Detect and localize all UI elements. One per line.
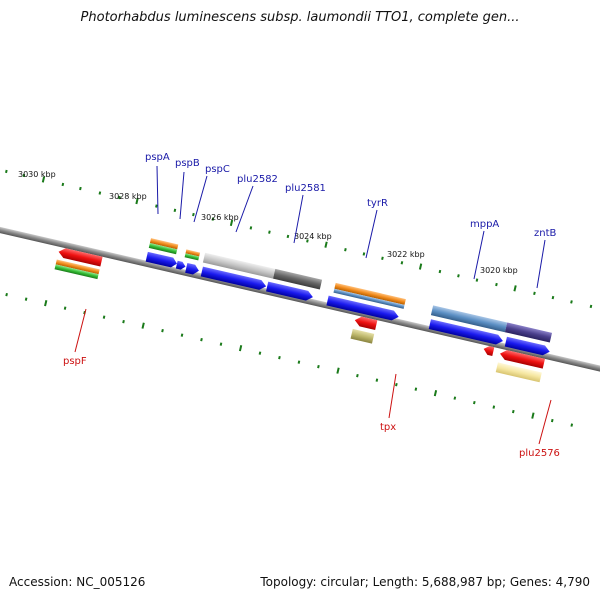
cog-block [495, 362, 542, 383]
forward-gene-labels: pspA pspB pspC plu2582 plu2581 tyrR mppA… [145, 152, 557, 289]
gene-label-zntB: zntB [534, 228, 557, 239]
cog-block [54, 264, 99, 280]
scale-label: 3028 kbp [109, 192, 147, 201]
cog-block [55, 259, 100, 275]
gene-label-plu2576: plu2576 [519, 448, 560, 459]
cds-arrow-tpx [354, 316, 378, 330]
gene-label-plu2581: plu2581 [285, 183, 326, 194]
outer-scale-ticks [5, 169, 593, 309]
map-title: Photorhabdus luminescens subsp. laumondi… [80, 10, 520, 25]
cog-block [334, 282, 406, 305]
gene-label-plu2582: plu2582 [237, 174, 278, 185]
scale-label: 3024 kbp [294, 232, 332, 241]
cog-block [504, 322, 553, 343]
cog-block [149, 238, 179, 250]
cds-arrow-pspB [175, 260, 186, 270]
scale-label: 3020 kbp [480, 266, 518, 275]
accession-text: Accession: NC_005126 [9, 575, 146, 589]
genome-summary-text: Topology: circular; Length: 5,688,987 bp… [260, 575, 590, 589]
scale-label: 3030 kbp [18, 170, 56, 179]
cds-arrow-pspC [185, 262, 199, 275]
rotated-track-frame [0, 169, 600, 427]
cog-block [430, 305, 508, 333]
reverse-cds-ring [58, 248, 545, 369]
cog-block [202, 252, 276, 279]
cog-block [350, 328, 375, 344]
gene-label-mppA: mppA [470, 219, 499, 230]
cog-block [273, 268, 323, 290]
gene-label-pspB: pspB [175, 158, 200, 169]
cds-arrow-zntB [504, 336, 550, 356]
inner-scale-ticks [5, 292, 574, 427]
reverse-gene-labels: pspF tpx plu2576 [63, 308, 560, 459]
cog-block [148, 243, 178, 255]
gene-label-pspA: pspA [145, 152, 170, 163]
gene-label-pspC: pspC [205, 164, 230, 175]
cds-arrow-plu2581 [266, 281, 313, 301]
cog-block [184, 253, 200, 261]
cds-arrow-pspA [145, 251, 177, 268]
cds-arrow-pspF [58, 248, 103, 267]
cog-block [185, 249, 201, 257]
gene-label-pspF: pspF [63, 356, 87, 367]
gene-label-tyrR: tyrR [367, 198, 388, 209]
reverse-cog-ring [54, 259, 542, 383]
scale-label: 3026 kbp [201, 213, 239, 222]
cog-block [333, 288, 405, 309]
cds-arrow-tyrR [326, 295, 399, 321]
cds-arrow-plu2582 [200, 266, 267, 290]
genome-backbone [0, 213, 600, 382]
scale-label: 3022 kbp [387, 250, 425, 259]
scale-labels: 3030 kbp 3028 kbp 3026 kbp 3024 kbp 3022… [18, 170, 518, 275]
forward-cog-ring [148, 238, 553, 343]
cds-arrow-mppA [428, 319, 503, 345]
cds-arrow-plu2576 [500, 350, 545, 369]
forward-cds-ring [145, 251, 550, 356]
cds-arrow-plu2576-part [483, 346, 495, 356]
gene-label-tpx: tpx [380, 422, 396, 433]
